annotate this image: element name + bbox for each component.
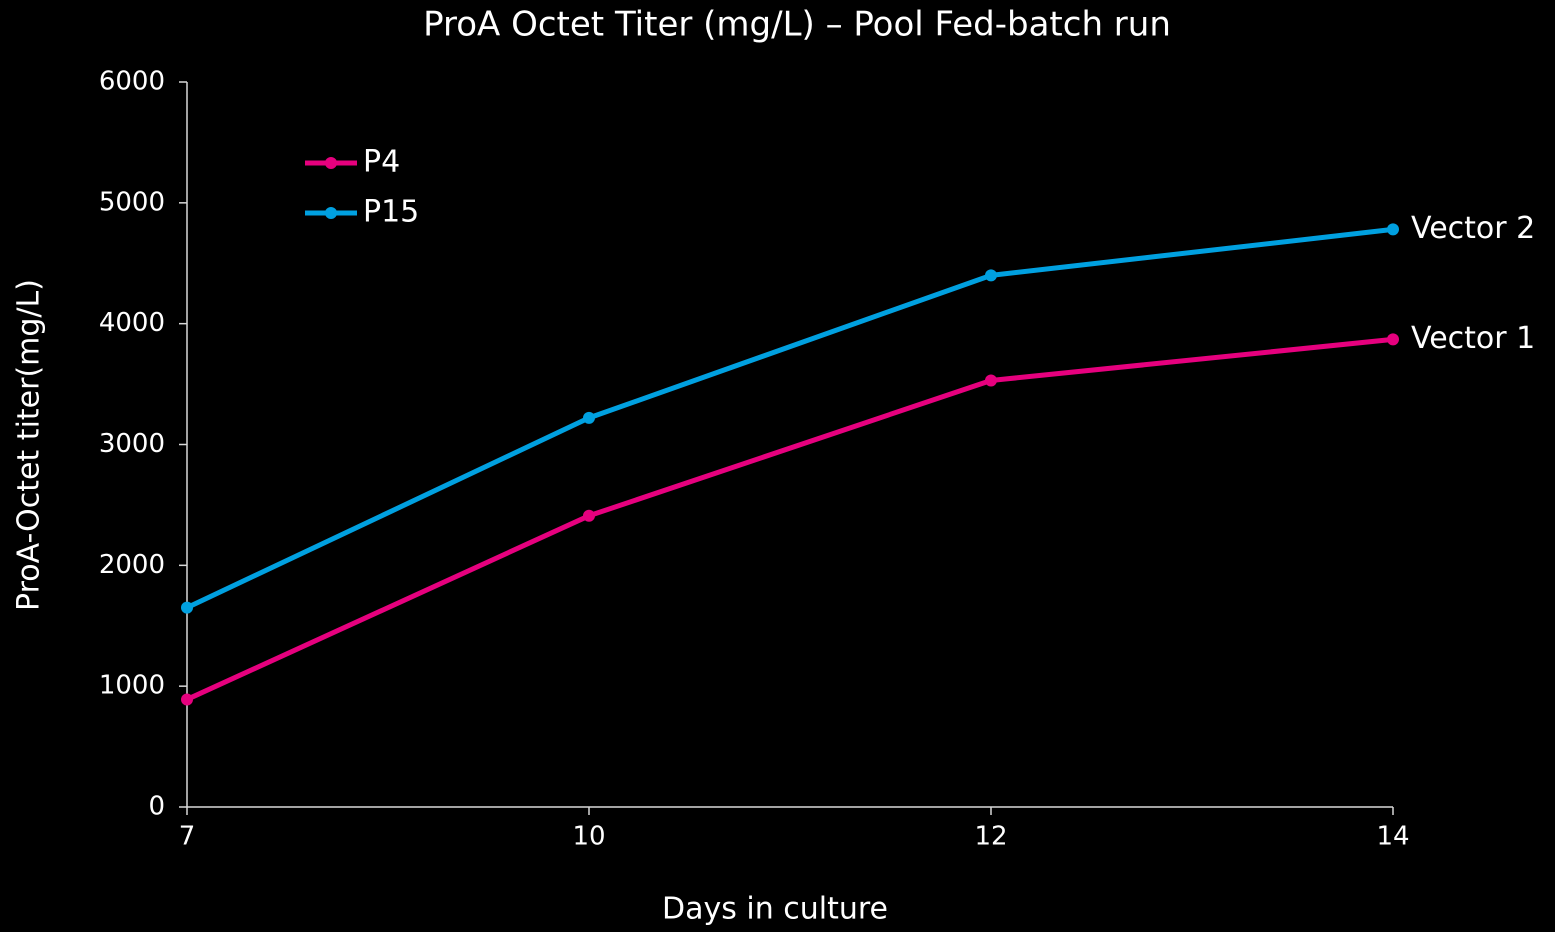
line-series — [185, 226, 1394, 610]
chart-title: ProA Octet Titer (mg/L) – Pool Fed-batch… — [423, 5, 1171, 45]
point — [181, 693, 193, 706]
point — [583, 509, 595, 522]
y-tick-label: 2000 — [99, 550, 165, 580]
legend-label: P15 — [363, 195, 419, 230]
point — [985, 269, 997, 282]
point — [985, 374, 997, 387]
y-tick-label: 3000 — [99, 429, 165, 459]
x-axis-label: Days in culture — [662, 892, 888, 927]
y-axis-label: ProA-Octet titer(mg/L) — [12, 279, 47, 611]
end-label: Vector 1 — [1411, 321, 1535, 356]
legend-marker — [325, 207, 337, 219]
x-tick-label: 12 — [974, 822, 1007, 852]
point — [1387, 223, 1399, 236]
x-tick-label: 14 — [1376, 822, 1409, 852]
y-tick-label: 5000 — [99, 187, 165, 217]
x-tick-label: 7 — [179, 822, 196, 852]
y-tick-label: 4000 — [99, 308, 165, 338]
y-tick-label: 0 — [148, 792, 165, 822]
y-tick-label: 1000 — [99, 671, 165, 701]
legend-label: P4 — [363, 145, 400, 180]
legend-marker — [325, 157, 337, 169]
point — [583, 411, 595, 424]
point — [1387, 333, 1399, 346]
point — [181, 601, 193, 614]
y-tick-label: 6000 — [99, 67, 165, 97]
x-tick-label: 10 — [572, 822, 605, 852]
end-label: Vector 2 — [1411, 211, 1535, 246]
line-series — [185, 336, 1394, 702]
